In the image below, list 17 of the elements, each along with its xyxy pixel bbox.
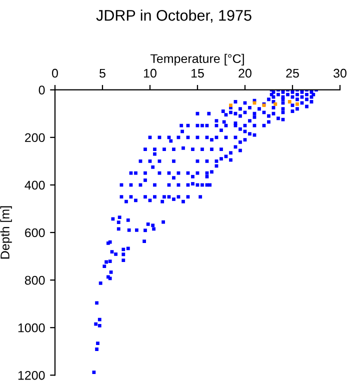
x-axis-title: Temperature [°C] [150,54,244,66]
y-tick-label: 200 [25,133,45,142]
x-tick-label: 30 [334,68,346,78]
y-tick-label: 1200 [18,370,45,380]
y-axis-title: Depth [m] [0,206,12,259]
x-tick-label: 25 [286,68,299,78]
x-tick-label: 15 [191,68,204,78]
y-tick-label: 600 [25,228,45,238]
x-tick-label: 20 [238,68,252,78]
y-tick-label: 1000 [18,323,45,332]
y-tick-label: 0 [38,86,45,95]
x-tick-label: 10 [144,68,156,78]
y-tick-label: 400 [24,180,45,190]
y-tick-label: 800 [24,276,45,285]
chart-title: JDRP in October, 1975 [96,10,252,23]
x-tick-label: 5 [100,68,106,78]
x-tick-label: 0 [52,68,58,78]
